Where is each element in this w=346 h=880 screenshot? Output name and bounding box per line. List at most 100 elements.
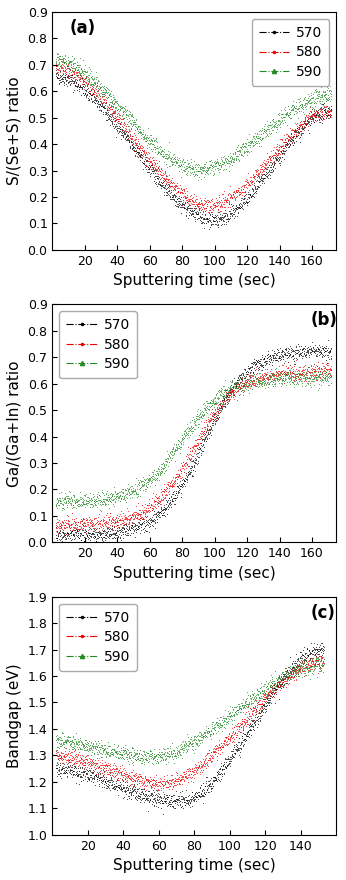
Point <box>272 677 277 691</box>
Point <box>72 494 78 508</box>
Point <box>58 763 64 777</box>
Point <box>97 94 102 108</box>
Point <box>170 441 175 455</box>
Point <box>234 152 239 166</box>
Point <box>90 524 96 538</box>
Point <box>238 191 243 205</box>
Point <box>195 791 201 805</box>
Point <box>76 740 82 754</box>
Point <box>61 740 66 754</box>
Point <box>96 745 102 759</box>
Point <box>66 514 72 528</box>
Point <box>218 150 224 164</box>
Point <box>167 774 172 788</box>
Point <box>226 752 231 766</box>
Point <box>135 120 140 134</box>
Point <box>61 51 66 65</box>
Point <box>75 529 80 543</box>
Point <box>211 410 217 424</box>
Point <box>191 194 197 209</box>
Point <box>313 656 318 671</box>
Point <box>188 165 194 180</box>
Point <box>313 363 319 378</box>
Point <box>182 202 188 216</box>
Point <box>80 766 86 781</box>
Point <box>56 526 61 540</box>
Point <box>180 777 185 791</box>
Point <box>56 736 62 750</box>
Point <box>80 73 85 87</box>
Point <box>192 202 198 216</box>
Point <box>89 765 95 779</box>
Point <box>102 741 108 755</box>
Point <box>109 488 115 502</box>
Point <box>279 675 284 689</box>
Point <box>218 200 223 214</box>
Point <box>175 798 181 812</box>
Point <box>134 138 139 152</box>
Point <box>82 517 88 532</box>
Point <box>194 417 199 431</box>
Point <box>312 106 318 120</box>
Point <box>306 649 311 663</box>
Point <box>292 666 298 680</box>
Point <box>236 180 241 194</box>
Point <box>199 404 205 418</box>
Point <box>268 365 274 379</box>
Point <box>240 698 245 712</box>
Point <box>295 337 301 351</box>
Point <box>245 697 251 711</box>
Point <box>275 118 280 132</box>
Point <box>251 367 256 381</box>
Point <box>82 72 88 86</box>
Point <box>139 785 145 799</box>
Point <box>157 495 163 510</box>
Point <box>83 65 88 79</box>
Point <box>218 210 224 224</box>
Point <box>303 370 308 384</box>
Point <box>227 706 232 720</box>
Point <box>102 88 108 102</box>
Point <box>109 742 115 756</box>
Point <box>126 517 132 531</box>
Point <box>146 789 152 803</box>
Point <box>193 214 198 228</box>
Point <box>310 656 316 670</box>
Point <box>312 365 318 379</box>
Point <box>136 746 142 760</box>
Point <box>280 667 286 681</box>
Point <box>176 468 182 482</box>
Point <box>308 635 314 649</box>
Point <box>254 187 259 201</box>
Point <box>128 134 134 148</box>
Point <box>206 399 212 413</box>
Point <box>162 178 168 192</box>
Point <box>84 753 90 767</box>
Point <box>156 144 162 158</box>
Point <box>245 714 250 728</box>
Point <box>54 62 59 77</box>
Point <box>146 512 151 526</box>
Point <box>176 189 182 203</box>
Point <box>315 647 320 661</box>
Point <box>117 751 122 765</box>
Point <box>168 447 174 461</box>
Point <box>264 691 270 705</box>
Point <box>274 122 280 136</box>
Point <box>78 768 83 782</box>
Point <box>234 143 239 157</box>
Point <box>117 121 122 136</box>
Point <box>191 416 197 430</box>
Point <box>304 368 310 382</box>
Point <box>70 751 76 765</box>
Point <box>60 737 65 752</box>
Point <box>240 378 245 392</box>
Point <box>289 375 295 389</box>
Point <box>92 81 98 95</box>
Point <box>284 667 290 681</box>
Point <box>306 108 311 122</box>
Point <box>200 437 206 451</box>
Point <box>126 119 132 133</box>
Point <box>166 747 172 761</box>
Point <box>317 110 323 124</box>
